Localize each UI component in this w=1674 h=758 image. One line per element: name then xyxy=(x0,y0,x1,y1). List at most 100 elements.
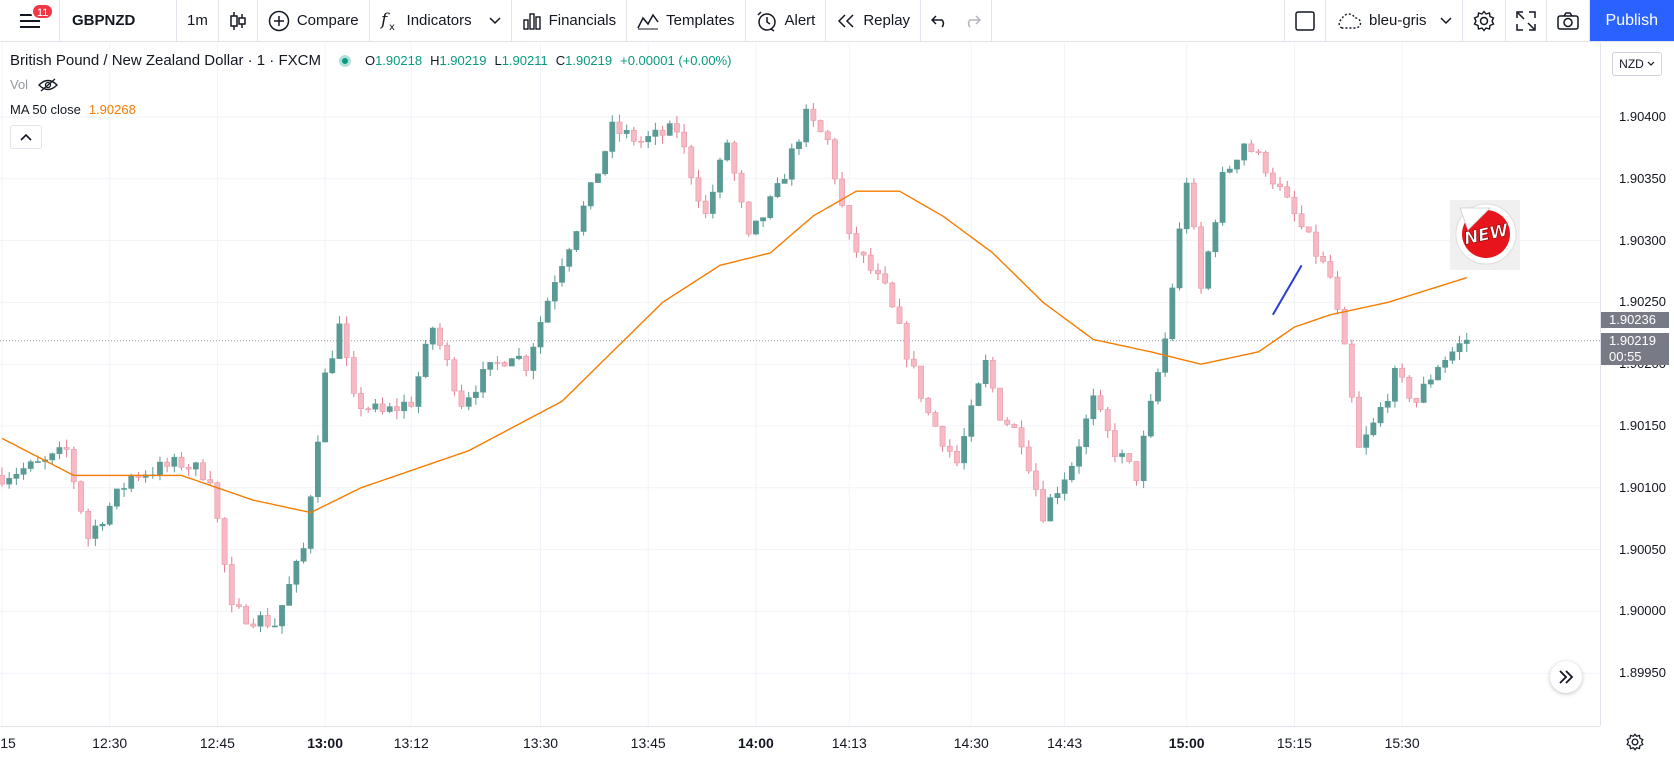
select-layout-button[interactable] xyxy=(1283,0,1326,41)
candle xyxy=(638,136,644,149)
interval-button[interactable]: 1m xyxy=(177,0,219,41)
candle xyxy=(989,356,996,393)
candle xyxy=(946,439,953,458)
chevron-down-icon[interactable] xyxy=(489,16,501,25)
candle xyxy=(1363,426,1370,455)
candle xyxy=(1219,166,1226,226)
candle xyxy=(1234,159,1240,174)
candle xyxy=(681,123,687,154)
gear-icon xyxy=(1473,9,1494,32)
change-value: +0.00001 (+0.00%) xyxy=(620,53,732,68)
chart-style-button[interactable] xyxy=(219,0,258,41)
candlestick-series xyxy=(0,103,1470,634)
ma-price-tag: 1.90236 xyxy=(1601,311,1669,328)
price-axis[interactable]: 1.904001.903501.903001.902501.902001.901… xyxy=(1600,43,1674,726)
currency-select[interactable]: NZD xyxy=(1612,52,1662,76)
candle xyxy=(6,472,13,489)
candle xyxy=(1147,394,1154,438)
candle xyxy=(293,559,300,593)
collapse-legend-button[interactable] xyxy=(10,125,42,149)
candle xyxy=(1442,356,1449,373)
candle xyxy=(20,462,27,480)
time-axis-label: 15:15 xyxy=(1276,735,1312,751)
financials-button[interactable]: Financials xyxy=(512,0,628,41)
symbol-search-button[interactable]: GBPNZD xyxy=(60,0,177,41)
candle xyxy=(1277,177,1283,192)
high-value: H1.90219 xyxy=(430,53,487,68)
candle xyxy=(250,618,257,629)
scroll-to-realtime-button[interactable] xyxy=(1550,661,1582,693)
chevron-down-icon xyxy=(1439,16,1452,24)
candle xyxy=(343,316,350,367)
candle xyxy=(875,263,881,281)
candle xyxy=(1291,190,1298,222)
redo-icon[interactable] xyxy=(963,14,982,28)
toolbar-spacer xyxy=(992,0,1284,41)
candle xyxy=(415,371,422,414)
candle xyxy=(1033,463,1039,497)
candle xyxy=(401,394,407,419)
ma-value: 1.90268 xyxy=(88,102,136,117)
candle xyxy=(702,194,709,219)
candle xyxy=(329,350,336,374)
candle xyxy=(480,361,486,399)
hamburger-icon xyxy=(19,13,40,28)
layout-name-button[interactable]: bleu-gris xyxy=(1326,0,1463,41)
time-axis-label: 15:30 xyxy=(1384,735,1420,751)
volume-legend[interactable]: Vol xyxy=(10,77,58,92)
candle xyxy=(695,169,702,209)
main-legend[interactable]: British Pound / New Zealand Dollar · 1 ·… xyxy=(10,52,731,69)
indicators-label: Indicators xyxy=(406,12,472,29)
fullscreen-button[interactable] xyxy=(1506,0,1547,41)
candle xyxy=(393,398,400,420)
main-menu-button[interactable]: 11 xyxy=(0,0,60,41)
candle xyxy=(1384,393,1391,413)
templates-button[interactable]: Templates xyxy=(627,0,746,41)
candle xyxy=(709,184,716,219)
candle xyxy=(1399,363,1405,383)
time-axis-label: 15:00 xyxy=(1168,735,1205,751)
trend-line-drawing xyxy=(1271,264,1303,316)
ma-legend[interactable]: MA 50 close 1.90268 xyxy=(10,102,136,117)
candle xyxy=(501,361,508,367)
candle xyxy=(630,126,637,146)
candle xyxy=(516,348,522,361)
undo-icon[interactable] xyxy=(931,14,949,28)
financials-label: Financials xyxy=(548,12,617,29)
candle xyxy=(954,445,960,467)
candle xyxy=(1212,219,1219,258)
candle xyxy=(810,103,817,127)
candle xyxy=(307,494,314,554)
time-axis[interactable]: 15 12:30 12:45 13:00 13:12 13:30 13:45 14:00 14:… xyxy=(0,726,1600,758)
price-axis-label: 1.90000 xyxy=(1619,603,1666,619)
candle xyxy=(42,455,48,470)
candle xyxy=(458,384,465,409)
candle xyxy=(365,406,372,413)
candle xyxy=(1061,472,1068,501)
candle xyxy=(717,157,723,199)
candle xyxy=(566,247,573,272)
candle xyxy=(13,467,20,485)
alert-button[interactable]: Alert xyxy=(746,0,827,41)
candle xyxy=(271,618,278,628)
candle xyxy=(523,354,530,377)
eye-hidden-icon[interactable] xyxy=(38,78,58,92)
undo-redo-group xyxy=(921,0,993,41)
candle xyxy=(1025,440,1032,474)
candle xyxy=(1370,417,1377,437)
compare-button[interactable]: Compare xyxy=(258,0,370,41)
candle xyxy=(731,140,738,181)
snapshot-button[interactable] xyxy=(1547,0,1590,41)
candle xyxy=(760,217,766,227)
price-axis-label: 1.90350 xyxy=(1619,170,1666,186)
candle xyxy=(1190,178,1197,230)
publish-button[interactable]: Publish xyxy=(1589,0,1674,41)
settings-button[interactable] xyxy=(1463,0,1506,41)
candle xyxy=(968,399,975,442)
axis-settings-gear-icon[interactable] xyxy=(1626,733,1644,751)
replay-button[interactable]: Replay xyxy=(826,0,922,41)
price-chart[interactable] xyxy=(0,43,1600,726)
price-axis-label: 1.90300 xyxy=(1619,232,1666,248)
